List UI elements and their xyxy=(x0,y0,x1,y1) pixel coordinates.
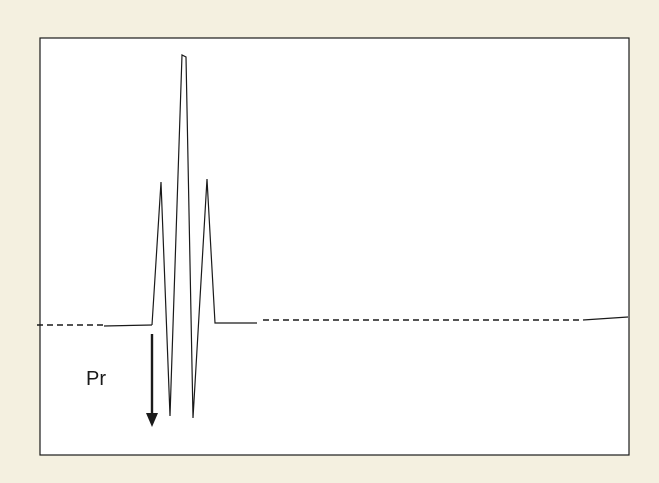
pressure-arrow-head xyxy=(146,413,158,427)
plot-frame xyxy=(39,37,630,456)
baseline-left-solid xyxy=(103,324,153,327)
baseline-right-solid xyxy=(582,316,629,321)
pressure-label: Pr xyxy=(86,368,106,390)
pulse-waveform xyxy=(151,54,257,419)
